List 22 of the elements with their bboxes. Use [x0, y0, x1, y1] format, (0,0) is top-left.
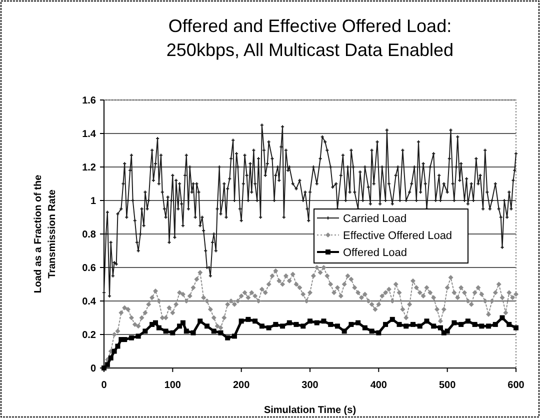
- x-tick-label: 500: [438, 380, 456, 391]
- x-tick-label: 0: [101, 380, 108, 391]
- chart-title: Offered and Effective Offered Load: 250kbps, All Multicast Data Enabled: [166, 16, 454, 60]
- x-tick-label: 300: [302, 380, 319, 391]
- x-axis-title: Simulation Time (s): [264, 405, 356, 416]
- x-tick-label: 400: [370, 380, 388, 391]
- y-tick-label: 0: [90, 364, 96, 374]
- x-tick-label: 100: [164, 380, 182, 391]
- y-tick-label: 1.4: [82, 129, 96, 140]
- x-tick-label: 600: [508, 380, 525, 391]
- y-tick-label: 0.8: [82, 230, 96, 240]
- legend-label: Effective Offered Load: [343, 230, 452, 242]
- y-tick-label: 0.2: [82, 330, 96, 341]
- x-tick-label: 200: [232, 380, 250, 391]
- y-tick-label: 0.4: [82, 296, 96, 308]
- y-tick-label: 1.2: [82, 162, 96, 174]
- y-tick-label: 1.6: [82, 96, 96, 106]
- y-axis-title: Load as a Fraction of the Transmission Rate: [33, 174, 58, 294]
- y-tick-label: 1: [90, 196, 96, 207]
- legend-label: Offered Load: [343, 246, 408, 259]
- legend-label: Carried Load: [343, 212, 407, 225]
- y-tick-label: 0.6: [82, 263, 96, 274]
